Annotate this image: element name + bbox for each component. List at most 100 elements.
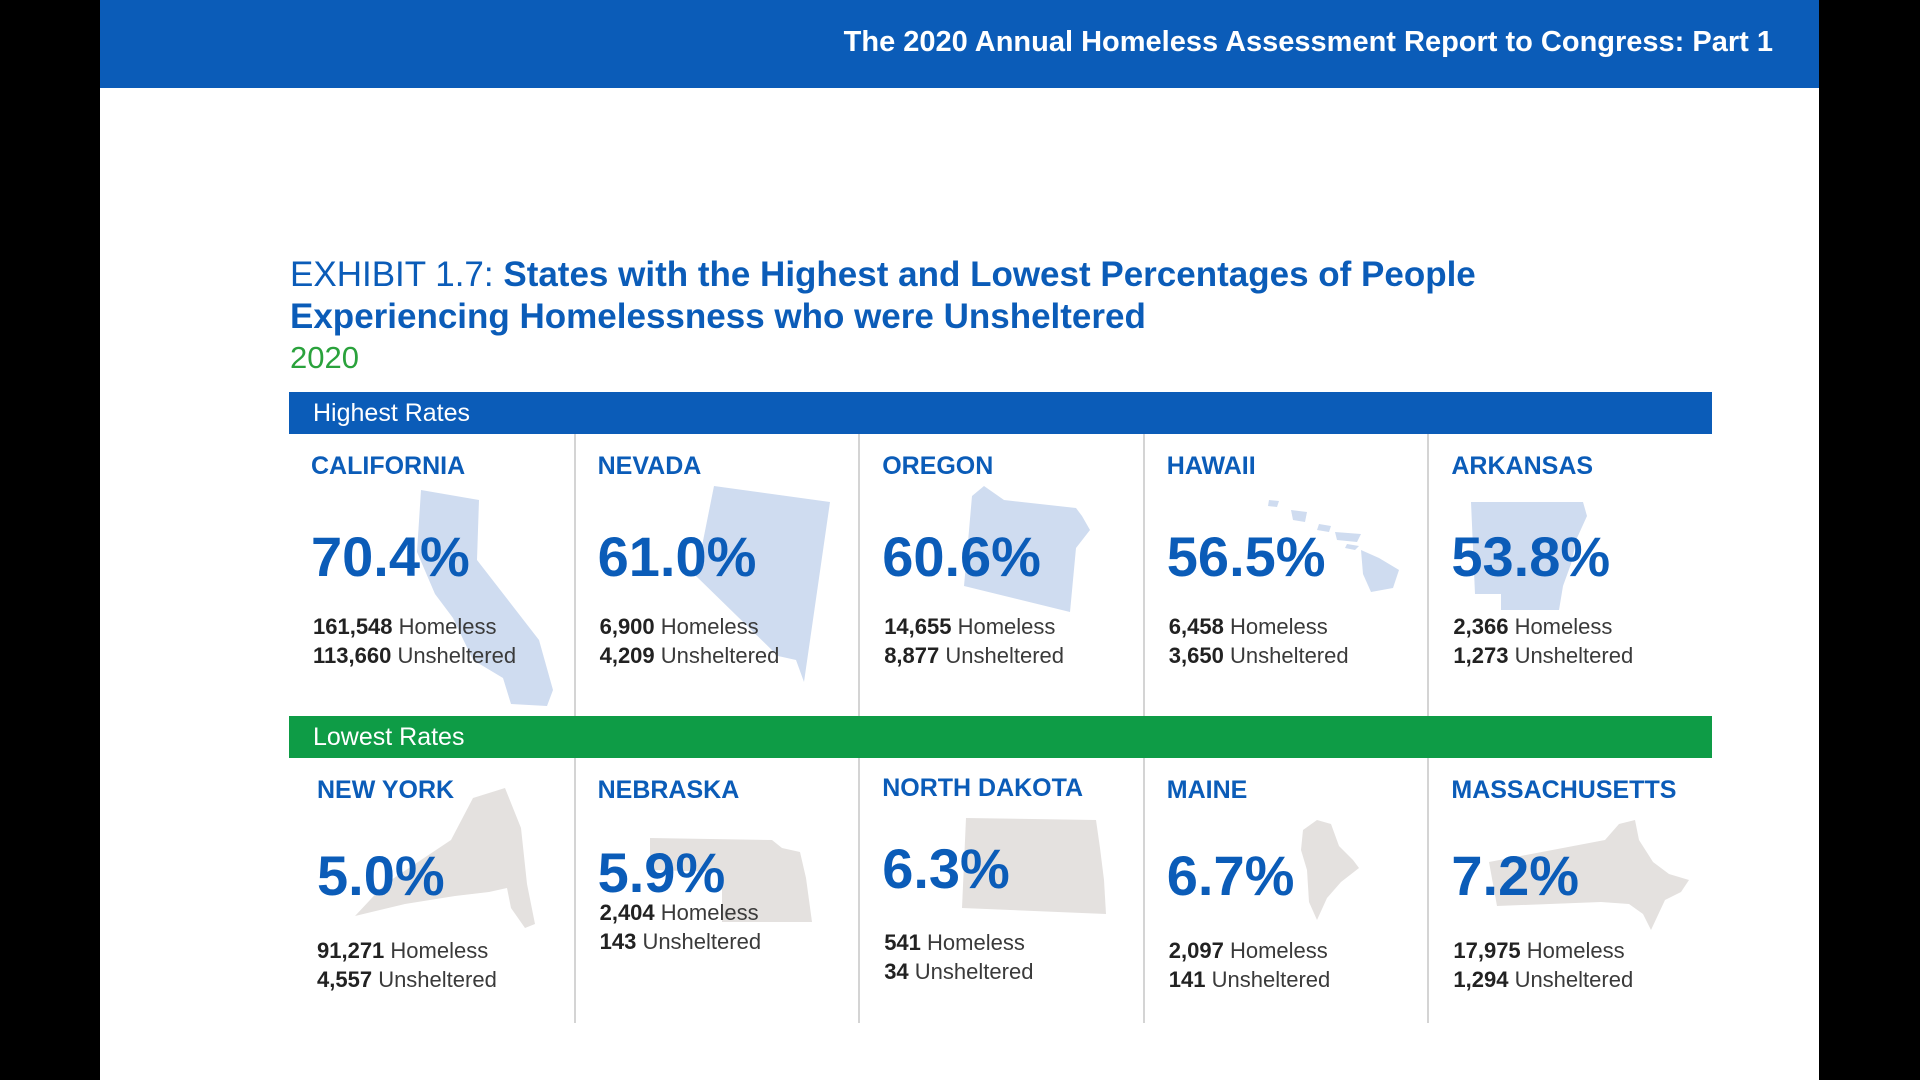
unsheltered-count: 1,294 bbox=[1453, 967, 1509, 992]
state-stats: 91,271 Homeless 4,557 Unsheltered bbox=[317, 936, 497, 994]
homeless-count-line: 2,404 Homeless bbox=[600, 898, 761, 927]
homeless-count-line: 91,271 Homeless bbox=[317, 936, 497, 965]
state-card-oregon: OREGON 60.6% 14,655 Homeless 8,877 Unshe… bbox=[858, 434, 1143, 716]
highest-rates-row: CALIFORNIA 70.4% 161,548 Homeless 113,66… bbox=[289, 434, 1712, 716]
unsheltered-percent: 60.6% bbox=[882, 525, 1041, 588]
homeless-label: Homeless bbox=[1229, 938, 1328, 963]
unsheltered-label: Unsheltered bbox=[642, 929, 762, 954]
unsheltered-label: Unsheltered bbox=[1211, 967, 1331, 992]
homeless-label: Homeless bbox=[398, 614, 497, 639]
state-stats: 161,548 Homeless 113,660 Unsheltered bbox=[313, 612, 516, 670]
state-card-maine: MAINE 6.7% 2,097 Homeless 141 Unsheltere… bbox=[1142, 758, 1428, 1023]
state-name: NEBRASKA bbox=[597, 776, 740, 804]
unsheltered-count-line: 1,273 Unsheltered bbox=[1453, 641, 1633, 670]
unsheltered-percent: 5.0% bbox=[317, 844, 445, 907]
state-card-north-dakota: NORTH DAKOTA 6.3% 541 Homeless 34 Unshel… bbox=[858, 758, 1143, 1023]
homeless-count: 6,900 bbox=[599, 614, 655, 639]
unsheltered-label: Unsheltered bbox=[378, 967, 497, 992]
state-name: NEVADA bbox=[597, 452, 702, 480]
report-title: The 2020 Annual Homeless Assessment Repo… bbox=[843, 26, 1773, 58]
homeless-label: Homeless bbox=[1229, 614, 1328, 639]
homeless-label: Homeless bbox=[1526, 938, 1625, 963]
state-name: MAINE bbox=[1166, 776, 1248, 804]
unsheltered-count: 4,557 bbox=[317, 967, 373, 992]
homeless-count: 2,366 bbox=[1453, 614, 1509, 639]
oregon-shape bbox=[964, 486, 1091, 612]
unsheltered-count: 1,273 bbox=[1453, 643, 1509, 668]
unsheltered-percent: 61.0% bbox=[597, 525, 757, 588]
state-card-nevada: NEVADA 61.0% 6,900 Homeless 4,209 Unshel… bbox=[573, 434, 859, 716]
new-york-shape bbox=[355, 788, 535, 928]
highest-rates-band: Highest Rates bbox=[289, 392, 1712, 434]
unsheltered-count-line: 141 Unsheltered bbox=[1169, 965, 1330, 994]
homeless-count-line: 2,097 Homeless bbox=[1169, 936, 1330, 965]
state-stats: 6,458 Homeless 3,650 Unsheltered bbox=[1169, 612, 1349, 670]
unsheltered-percent: 6.7% bbox=[1166, 844, 1295, 907]
unsheltered-count-line: 4,209 Unsheltered bbox=[600, 641, 780, 670]
homeless-count: 161,548 bbox=[313, 614, 393, 639]
state-card-new-york: NEW YORK 5.0% 91,271 Homeless 4,557 Unsh… bbox=[289, 758, 574, 1023]
unsheltered-label: Unsheltered bbox=[1514, 967, 1634, 992]
homeless-count: 6,458 bbox=[1168, 614, 1224, 639]
homeless-count-line: 6,900 Homeless bbox=[600, 612, 780, 641]
state-card-arkansas: ARKANSAS 53.8% 2,366 Homeless 1,273 Unsh… bbox=[1427, 434, 1712, 716]
unsheltered-count: 8,877 bbox=[884, 643, 940, 668]
unsheltered-count-line: 8,877 Unsheltered bbox=[884, 641, 1064, 670]
state-stats: 14,655 Homeless 8,877 Unsheltered bbox=[884, 612, 1064, 670]
state-stats: 541 Homeless 34 Unsheltered bbox=[884, 928, 1033, 986]
homeless-count-line: 541 Homeless bbox=[884, 928, 1033, 957]
state-stats: 6,900 Homeless 4,209 Unsheltered bbox=[600, 612, 780, 670]
unsheltered-count-line: 4,557 Unsheltered bbox=[317, 965, 497, 994]
report-page: The 2020 Annual Homeless Assessment Repo… bbox=[100, 0, 1819, 1080]
unsheltered-label: Unsheltered bbox=[397, 643, 517, 668]
report-header: The 2020 Annual Homeless Assessment Repo… bbox=[100, 0, 1819, 88]
state-stats: 17,975 Homeless 1,294 Unsheltered bbox=[1453, 936, 1633, 994]
arkansas-shape bbox=[1471, 502, 1588, 610]
exhibit-heading: EXHIBIT 1.7: States with the Highest and… bbox=[290, 254, 1690, 338]
nebraska-shape bbox=[649, 838, 812, 922]
state-name: NEW YORK bbox=[317, 776, 455, 804]
homeless-count-line: 2,366 Homeless bbox=[1453, 612, 1633, 641]
homeless-count: 91,271 bbox=[317, 938, 385, 963]
unsheltered-percent: 53.8% bbox=[1451, 525, 1611, 588]
lowest-rates-row: NEW YORK 5.0% 91,271 Homeless 4,557 Unsh… bbox=[289, 758, 1712, 1023]
unsheltered-percent: 70.4% bbox=[311, 525, 470, 588]
unsheltered-count: 34 bbox=[884, 959, 909, 984]
homeless-label: Homeless bbox=[390, 938, 489, 963]
unsheltered-count-line: 143 Unsheltered bbox=[600, 927, 761, 956]
homeless-label: Homeless bbox=[660, 614, 759, 639]
hawaii-shape bbox=[1267, 500, 1399, 592]
exhibit-label: EXHIBIT 1.7: bbox=[290, 255, 494, 294]
state-name: CALIFORNIA bbox=[311, 452, 466, 480]
unsheltered-percent: 5.9% bbox=[597, 841, 726, 904]
state-card-nebraska: NEBRASKA 5.9% 2,404 Homeless 143 Unshelt… bbox=[573, 758, 859, 1023]
unsheltered-label: Unsheltered bbox=[914, 959, 1034, 984]
unsheltered-count: 3,650 bbox=[1168, 643, 1224, 668]
homeless-count-line: 17,975 Homeless bbox=[1453, 936, 1633, 965]
unsheltered-count: 143 bbox=[599, 929, 637, 954]
state-name: ARKANSAS bbox=[1451, 452, 1594, 480]
unsheltered-count: 141 bbox=[1168, 967, 1206, 992]
north-dakota-shape bbox=[962, 818, 1107, 914]
california-shape bbox=[417, 490, 553, 706]
homeless-count-line: 6,458 Homeless bbox=[1169, 612, 1349, 641]
state-stats: 2,366 Homeless 1,273 Unsheltered bbox=[1453, 612, 1633, 670]
homeless-count: 14,655 bbox=[884, 614, 952, 639]
unsheltered-percent: 7.2% bbox=[1451, 844, 1580, 907]
state-name: MASSACHUSETTS bbox=[1451, 776, 1677, 804]
unsheltered-count-line: 113,660 Unsheltered bbox=[313, 641, 516, 670]
homeless-label: Homeless bbox=[927, 930, 1025, 955]
state-name: HAWAII bbox=[1166, 452, 1256, 480]
unsheltered-label: Unsheltered bbox=[1229, 643, 1349, 668]
lowest-rates-band: Lowest Rates bbox=[289, 716, 1712, 758]
state-name: NORTH DAKOTA bbox=[882, 774, 1084, 802]
unsheltered-count: 113,660 bbox=[313, 643, 392, 668]
unsheltered-label: Unsheltered bbox=[945, 643, 1065, 668]
homeless-label: Homeless bbox=[660, 900, 759, 925]
unsheltered-count-line: 3,650 Unsheltered bbox=[1169, 641, 1349, 670]
homeless-count: 2,097 bbox=[1168, 938, 1224, 963]
unsheltered-label: Unsheltered bbox=[1514, 643, 1634, 668]
state-card-california: CALIFORNIA 70.4% 161,548 Homeless 113,66… bbox=[289, 434, 574, 716]
nevada-shape bbox=[695, 486, 830, 682]
homeless-count: 17,975 bbox=[1453, 938, 1521, 963]
